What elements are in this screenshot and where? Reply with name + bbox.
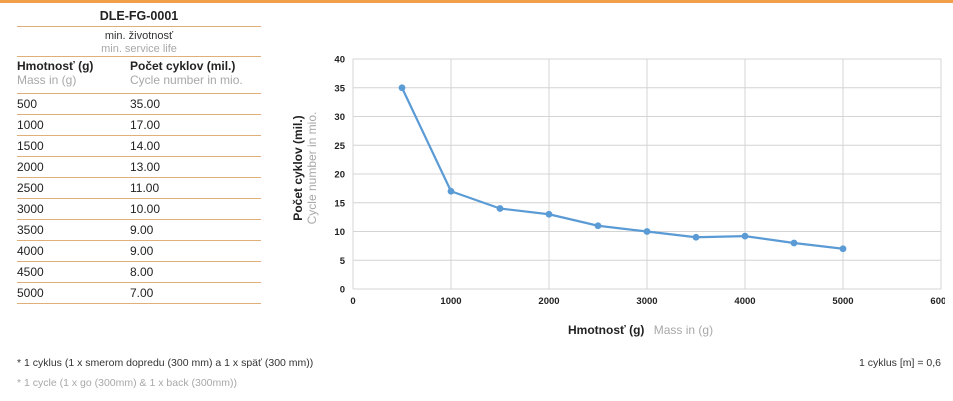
cell-mass: 3500 xyxy=(17,223,44,237)
table-header: Hmotnosť (g) Mass in (g) Počet cyklov (m… xyxy=(17,57,261,94)
x-tick-label: 5000 xyxy=(832,296,853,307)
cell-cycles: 9.00 xyxy=(130,244,154,258)
data-point xyxy=(398,84,406,92)
table-subtitle-sk: min. životnosť xyxy=(104,30,174,42)
table-row: 2500 11.00 xyxy=(17,178,261,199)
cell-cycles: 11.00 xyxy=(130,181,160,195)
table-body: 500 35.00 1000 17.00 1500 14.00 2000 13.00 2500 1… xyxy=(17,94,261,304)
data-point xyxy=(741,232,749,240)
header-mass: Hmotnosť (g) Mass in (g) xyxy=(17,57,130,93)
data-point xyxy=(839,245,847,253)
table-row: 5000 7.00 xyxy=(17,283,261,304)
cell-cycles: 7.00 xyxy=(130,286,154,300)
data-point xyxy=(447,187,455,195)
table-row: 4000 9.00 xyxy=(17,241,261,262)
y-axis-label-sk: Počet cyklov (mil.) xyxy=(291,115,305,221)
y-tick-label: 35 xyxy=(334,83,345,94)
y-tick-label: 5 xyxy=(340,256,346,267)
y-tick-label: 25 xyxy=(334,141,345,152)
table-subtitle-en: min. service life xyxy=(17,43,261,57)
cycles-line-chart: 0 5 10 15 20 25 30 35 40 0 1000 2000 3000 4000 5000 60… xyxy=(334,55,945,308)
cell-cycles: 35.00 xyxy=(130,97,161,111)
x-axis-label-en: Mass in (g) xyxy=(653,323,714,337)
header-cycles: Počet cyklov (mil.) Cycle number in mio. xyxy=(130,57,261,93)
cell-mass: 4500 xyxy=(17,265,44,279)
y-tick-label: 40 xyxy=(334,55,345,66)
service-life-table: DLE-FG-0001 min. životnosť min. service … xyxy=(17,7,261,304)
series-line xyxy=(401,87,844,250)
header-cycles-en: Cycle number in mio. xyxy=(130,73,243,87)
x-tick-label: 4000 xyxy=(734,296,755,307)
cell-mass: 2000 xyxy=(17,160,44,174)
cell-cycles: 14.00 xyxy=(130,139,161,153)
chart-grid xyxy=(352,58,942,290)
y-axis-label: Počet cyklov (mil.) Cycle number in mio. xyxy=(291,73,321,263)
header-mass-sk: Hmotnosť (g) xyxy=(17,59,94,73)
table-row: 1500 14.00 xyxy=(17,136,261,157)
y-tick-label: 0 xyxy=(340,285,345,296)
x-tick-label: 1000 xyxy=(440,296,461,307)
cell-cycles: 9.00 xyxy=(130,223,154,237)
table-row: 3000 10.00 xyxy=(17,199,261,220)
x-tick-label: 6000 xyxy=(930,296,945,307)
cycle-length-note: 1 cyklus [m] = 0,6 xyxy=(859,357,941,369)
y-tick-label: 30 xyxy=(334,112,345,123)
cell-mass: 1000 xyxy=(17,118,44,132)
table-row: 500 35.00 xyxy=(17,94,261,115)
cell-mass: 4000 xyxy=(17,244,44,258)
table-title: DLE-FG-0001 xyxy=(17,7,261,27)
top-accent-rule xyxy=(0,0,953,3)
cell-cycles: 10.00 xyxy=(130,202,161,216)
table-row: 3500 9.00 xyxy=(17,220,261,241)
cell-cycles: 13.00 xyxy=(130,160,161,174)
x-axis-label-sk: Hmotnosť (g) xyxy=(568,323,645,337)
data-point xyxy=(545,210,553,218)
header-mass-en: Mass in (g) xyxy=(17,73,77,87)
cell-cycles: 17.00 xyxy=(130,118,161,132)
table-row: 4500 8.00 xyxy=(17,262,261,283)
table-row: 2000 13.00 xyxy=(17,157,261,178)
y-tick-label: 20 xyxy=(334,170,345,181)
x-tick-label: 0 xyxy=(350,296,355,307)
header-cycles-sk: Počet cyklov (mil.) xyxy=(130,59,236,73)
x-axis-ticks: 0 1000 2000 3000 4000 5000 6000 xyxy=(350,296,945,307)
y-tick-label: 10 xyxy=(334,227,345,238)
data-point xyxy=(496,205,504,212)
data-point xyxy=(790,239,798,247)
cell-mass: 5000 xyxy=(17,286,44,300)
cell-mass: 500 xyxy=(17,97,38,111)
x-axis-label: Hmotnosť (g) Mass in (g) xyxy=(568,323,713,337)
data-point xyxy=(692,233,700,241)
y-axis-label-en: Cycle number in mio. xyxy=(305,111,319,225)
y-tick-label: 15 xyxy=(334,198,345,209)
cell-cycles: 8.00 xyxy=(130,265,154,279)
cell-mass: 2500 xyxy=(17,181,44,195)
x-tick-label: 2000 xyxy=(538,296,559,307)
cell-mass: 1500 xyxy=(17,139,44,153)
footnote-sk: * 1 cyklus (1 x smerom dopredu (300 mm) … xyxy=(17,357,314,369)
y-axis-ticks: 0 5 10 15 20 25 30 35 40 xyxy=(334,55,345,296)
data-point xyxy=(594,222,602,230)
data-point xyxy=(643,228,651,235)
cell-mass: 3000 xyxy=(17,202,44,216)
table-row: 1000 17.00 xyxy=(17,115,261,136)
footnote-en: * 1 cycle (1 x go (300mm) & 1 x back (30… xyxy=(17,377,237,389)
chart-series xyxy=(398,84,847,253)
x-tick-label: 3000 xyxy=(636,296,657,307)
